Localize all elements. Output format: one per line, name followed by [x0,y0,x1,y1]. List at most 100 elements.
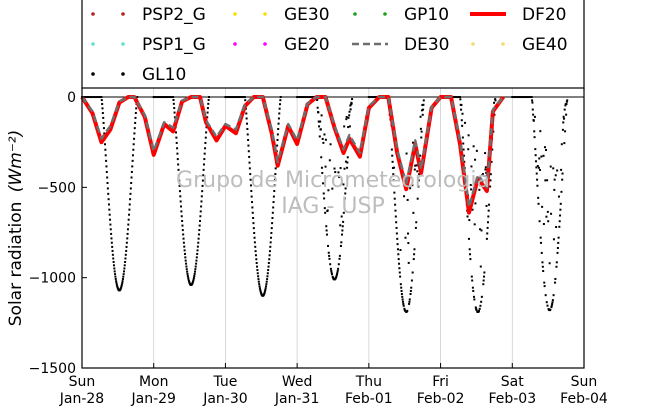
GL10-point [472,145,475,148]
GL10-point [481,174,484,177]
GL10-point [266,275,269,278]
GL10-point [344,160,347,163]
GL10-point [330,273,333,276]
GL10-point [164,96,167,99]
legend-label: GE30 [284,5,330,25]
GL10-point [532,119,535,122]
GL10-point [111,249,114,252]
GL10-point [246,122,249,125]
legend-marker [121,42,125,46]
GL10-point [482,279,485,282]
GL10-point [182,241,185,244]
GL10-point [343,125,346,128]
GL10-point [126,237,129,240]
GL10-point [558,225,561,228]
GL10-point [395,226,398,229]
GL10-point [255,258,258,261]
GL10-point [400,289,403,292]
GL10-point [179,195,182,198]
GL10-point [323,207,326,210]
GL10-point [240,96,243,99]
GL10-point [483,271,486,274]
GL10-point [327,189,330,192]
GL10-point [270,227,273,230]
GL10-point [120,285,123,288]
watermark-line-1: Grupo de Micrometeorologia [176,168,490,193]
GL10-point [108,208,111,211]
GL10-point [546,304,549,307]
GL10-point [318,135,321,138]
GL10-point [95,96,98,99]
GL10-point [551,301,554,304]
GL10-point [421,104,424,107]
GL10-point [277,122,280,125]
GL10-point [464,121,467,124]
GL10-point [402,304,405,307]
GL10-point [467,237,470,240]
GL10-point [541,261,544,264]
GL10-point [391,154,394,157]
GL10-point [408,302,411,305]
GL10-point [533,136,536,139]
GL10-point [200,200,203,203]
GL10-point [460,108,463,111]
GL10-point [193,272,196,275]
GL10-point [328,257,331,260]
GL10-point [420,136,423,139]
GL10-point [175,141,178,144]
GL10-point [410,279,413,282]
GL10-point [180,210,183,213]
GL10-point [480,300,483,303]
GL10-point [539,130,542,133]
GL10-point [197,233,200,236]
GL10-point [336,269,339,272]
GL10-point [403,307,406,310]
GL10-point [520,96,523,99]
GL10-point [395,221,398,224]
GL10-point [413,253,416,256]
legend-marker [263,42,267,46]
GL10-point [173,111,176,114]
GL10-point [124,253,127,256]
GL10-point [319,128,322,131]
GL10-point [252,227,255,230]
GL10-point [530,96,533,99]
GL10-point [542,154,545,157]
GL10-point [532,113,535,116]
GL10-point [555,261,558,264]
GL10-point [271,217,274,220]
GL10-point [115,280,118,283]
x-tick-label-day: Thu [355,374,382,390]
GL10-point [413,168,416,171]
GL10-point [112,264,115,267]
GL10-point [397,253,400,256]
GL10-point [335,275,338,278]
plot-frame [81,87,585,369]
GL10-point [339,167,342,170]
GL10-point [543,281,546,284]
GL10-point [166,96,169,99]
GL10-point [337,263,340,266]
GL10-point [183,245,186,248]
GL10-point [398,262,401,265]
GL10-point [130,181,133,184]
GL10-point [177,163,180,166]
GL10-point [330,271,333,274]
legend-marker [91,72,95,76]
GL10-point [562,121,565,124]
GL10-point [471,286,474,289]
GL10-point [160,96,163,99]
GL10-point [92,96,95,99]
GL10-point [303,96,306,99]
GL10-point [309,96,312,99]
GL10-point [116,285,119,288]
GL10-point [251,211,254,214]
GL10-point [105,159,108,162]
GL10-point [494,98,497,101]
GL10-point [401,295,404,298]
GL10-point [267,262,270,265]
GL10-point [417,179,420,182]
x-tick-label-day: Fri [432,374,449,390]
plot-background [82,88,584,368]
GL10-point [468,219,471,222]
